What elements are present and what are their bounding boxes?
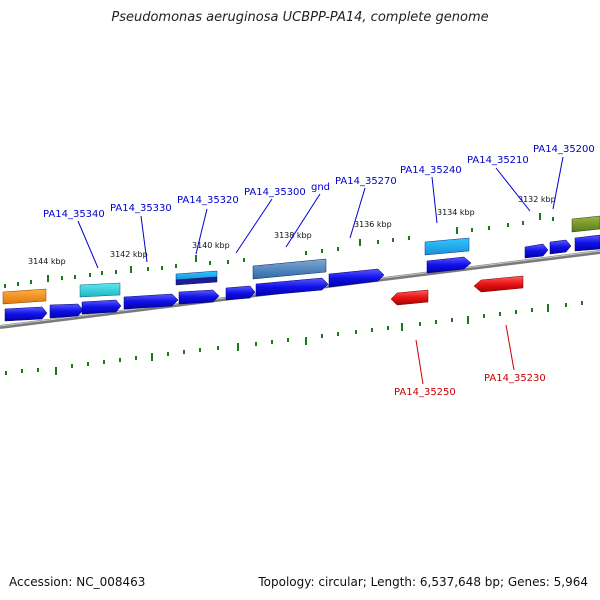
feature-block[interactable]	[424, 237, 470, 256]
gene-label[interactable]: PA14_35330	[110, 203, 172, 214]
genome-stats-text: Topology: circular; Length: 6,537,648 bp…	[258, 575, 588, 589]
feature-block[interactable]	[79, 282, 121, 298]
cds-arrow[interactable]	[81, 299, 122, 315]
tick-label: 3144 kbp	[28, 257, 66, 266]
accession-text: Accession: NC_008463	[9, 575, 146, 589]
gene-label[interactable]: PA14_35250	[394, 387, 456, 398]
tick-label: 3140 kbp	[192, 241, 230, 250]
feature-block[interactable]	[252, 258, 327, 280]
cds-arrow[interactable]	[549, 239, 572, 255]
gene-label[interactable]: PA14_35320	[177, 195, 239, 206]
top-tick-track	[4, 213, 554, 288]
bottom-leader-lines	[415, 324, 515, 385]
cds-arrow[interactable]	[255, 277, 329, 297]
feature-block[interactable]	[175, 276, 218, 286]
gene-label[interactable]: PA14_35300	[244, 187, 306, 198]
cds-arrow[interactable]	[426, 256, 472, 274]
tick-label: 3136 kbp	[354, 220, 392, 229]
cds-arrow[interactable]	[473, 275, 524, 293]
gene-label[interactable]: PA14_35230	[484, 373, 546, 384]
cds-arrow[interactable]	[574, 234, 600, 252]
cds-arrow[interactable]	[4, 306, 48, 322]
gene-label[interactable]: PA14_35340	[43, 209, 105, 220]
gene-label[interactable]: gnd	[311, 182, 330, 193]
feature-block[interactable]	[571, 215, 600, 233]
cds-arrow[interactable]	[225, 285, 256, 301]
tick-label: 3142 kbp	[110, 250, 148, 259]
cds-arrow[interactable]	[178, 289, 220, 305]
tick-label: 3134 kbp	[437, 208, 475, 217]
bottom-tick-track	[5, 301, 583, 375]
gene-label[interactable]: PA14_35210	[467, 155, 529, 166]
gene-label[interactable]: PA14_35240	[400, 165, 462, 176]
feature-block[interactable]	[2, 288, 47, 305]
cds-arrow[interactable]	[524, 243, 549, 259]
cds-arrow[interactable]	[390, 289, 429, 306]
forward-cds-track	[4, 234, 600, 322]
map-title: Pseudomonas aeruginosa UCBPP-PA14, compl…	[111, 10, 489, 25]
cds-arrow[interactable]	[123, 293, 179, 310]
top-leader-lines	[77, 156, 564, 269]
reverse-cds-track	[390, 275, 524, 306]
gene-label[interactable]: PA14_35270	[335, 176, 397, 187]
cds-arrow[interactable]	[328, 268, 385, 288]
feature-track	[2, 215, 600, 305]
tick-label: 3132 kbp	[518, 195, 556, 204]
cds-arrow[interactable]	[49, 303, 84, 319]
gene-label[interactable]: PA14_35200	[533, 144, 595, 155]
